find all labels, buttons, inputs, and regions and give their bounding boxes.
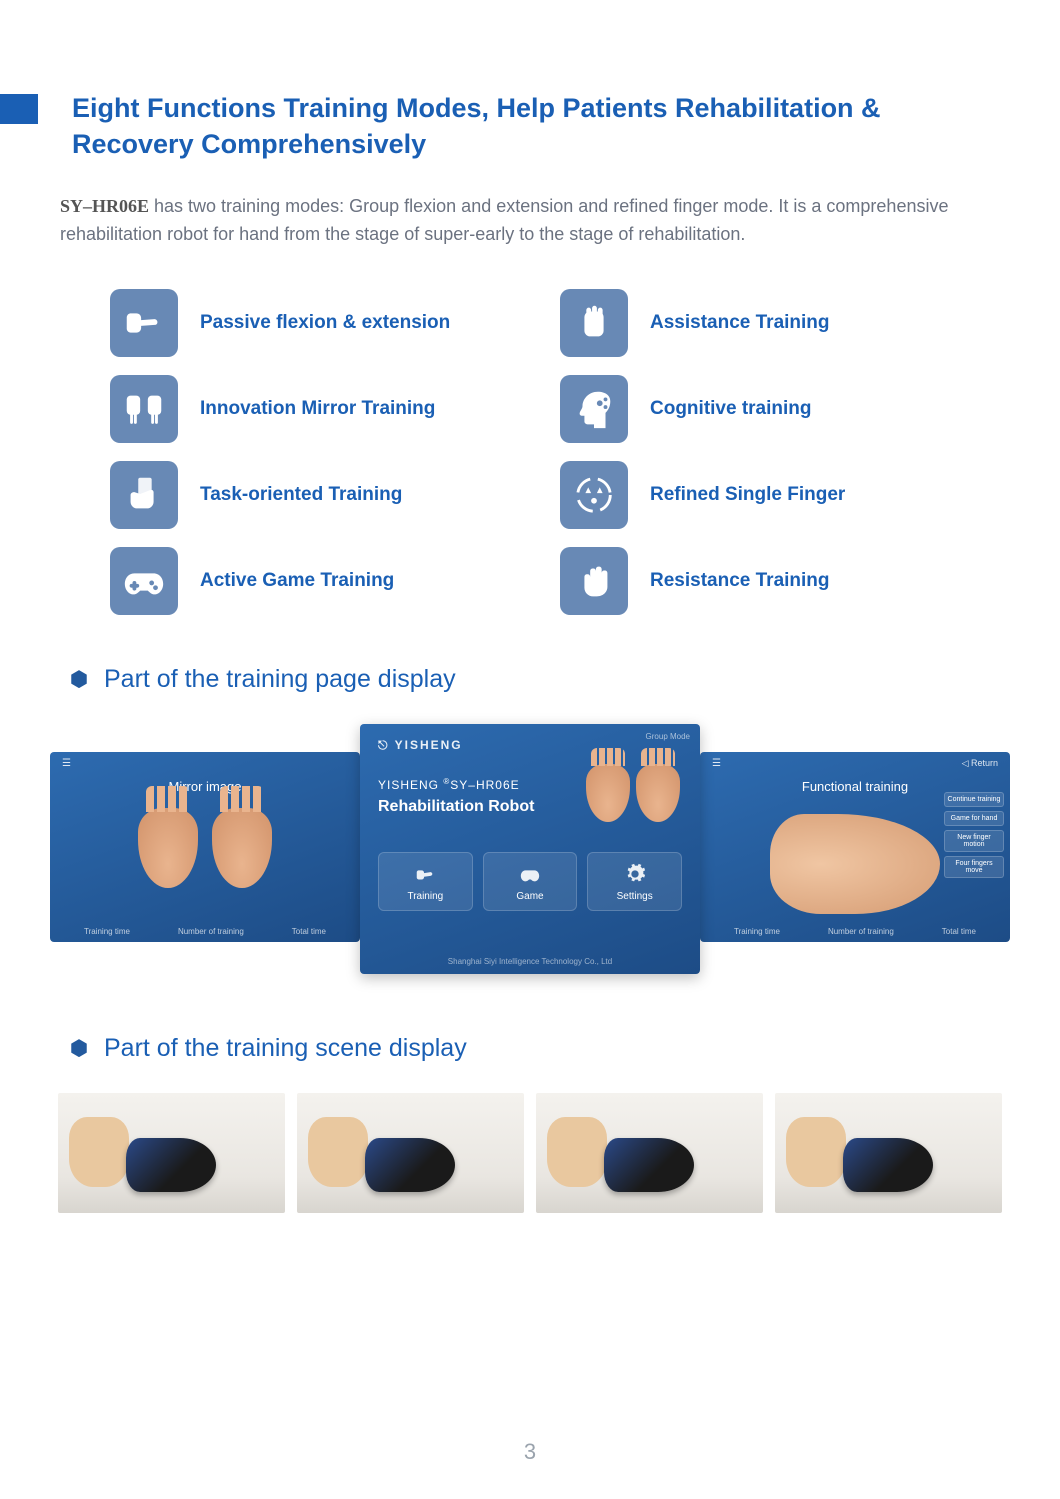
hand-flat-illustration [770, 814, 940, 914]
mini-button[interactable]: Game for hand [944, 811, 1004, 826]
page-title: Eight Functions Training Modes, Help Pat… [60, 90, 1000, 163]
mode-task: Task-oriented Training [110, 461, 500, 529]
page-number: 3 [0, 1439, 1060, 1465]
section-header-scene-display: Part of the training scene display [70, 1034, 1000, 1063]
hand-left-icon [138, 808, 198, 888]
mode-label: Refined Single Finger [650, 484, 845, 506]
hex-bullet-icon [70, 1039, 88, 1057]
hand-right-icon [212, 808, 272, 888]
hand-right-icon [636, 764, 680, 822]
mode-label: Active Game Training [200, 570, 394, 592]
mode-passive-flexion: Passive flexion & extension [110, 289, 500, 357]
hands-illustration [50, 804, 360, 892]
mode-cognitive: Cognitive training [560, 375, 950, 443]
mini-button[interactable]: Continue training [944, 792, 1004, 807]
company-footer: Shanghai Siyi Intelligence Technology Co… [360, 957, 700, 966]
hands-illustration [586, 764, 680, 822]
screen-footer: Training time Number of training Total t… [50, 927, 360, 936]
mode-badge: Group Mode [646, 732, 690, 741]
scene-photo-1 [58, 1093, 285, 1213]
side-panel: Continue training Game for hand New fing… [944, 792, 1004, 882]
scene-photo-3 [536, 1093, 763, 1213]
mini-button[interactable]: New finger motion [944, 830, 1004, 852]
main-menu-buttons: Training Game Settings [360, 816, 700, 911]
button-label: Game [516, 891, 543, 902]
mode-label: Cognitive training [650, 398, 812, 420]
scene-photo-4 [775, 1093, 1002, 1213]
section-header-page-display: Part of the training page display [70, 665, 1000, 694]
hands-cycle-icon [560, 461, 628, 529]
screen-footer: Training time Number of training Total t… [700, 927, 1010, 936]
screen-mirror-image: ☰ Mirror image Training time Number of t… [50, 752, 360, 942]
mode-assistance: Assistance Training [560, 289, 950, 357]
screen-functional-training: ☰◁ Return Functional training Continue t… [700, 752, 1010, 942]
title-block: Eight Functions Training Modes, Help Pat… [60, 90, 1000, 163]
screen-title: Mirror image [50, 775, 360, 804]
hex-bullet-icon [70, 670, 88, 688]
modes-grid: Passive flexion & extension Assistance T… [60, 289, 1000, 615]
screen-header: ☰◁ Return [700, 752, 1010, 775]
gloves-icon [110, 375, 178, 443]
mode-label: Innovation Mirror Training [200, 398, 435, 420]
settings-button[interactable]: Settings [587, 852, 682, 911]
intro-rest: has two training modes: Group flexion an… [60, 196, 948, 244]
game-button[interactable]: Game [483, 852, 578, 911]
fist-icon [560, 289, 628, 357]
scene-photo-2 [297, 1093, 524, 1213]
section-title: Part of the training page display [104, 665, 456, 694]
mode-resistance: Resistance Training [560, 547, 950, 615]
hand-open-icon [560, 547, 628, 615]
section-title: Part of the training scene display [104, 1034, 467, 1063]
hand-left-icon [586, 764, 630, 822]
mode-label: Passive flexion & extension [200, 312, 450, 334]
model-name: SY–HR06E [60, 196, 149, 216]
screen-home: ⎋ YISHENG Group Mode YISHENG ®SY–HR06E R… [360, 724, 700, 974]
scenes-row [58, 1093, 1002, 1213]
mode-label: Task-oriented Training [200, 484, 402, 506]
screen-header: ☰ [50, 752, 360, 775]
intro-paragraph: SY–HR06E has two training modes: Group f… [60, 193, 1000, 249]
mode-mirror: Innovation Mirror Training [110, 375, 500, 443]
hand-card-icon [110, 461, 178, 529]
mode-game: Active Game Training [110, 547, 500, 615]
mini-button[interactable]: Four fingers move [944, 856, 1004, 878]
hand-point-icon [110, 289, 178, 357]
button-label: Training [407, 891, 443, 902]
screens-row: ☰ Mirror image Training time Number of t… [50, 724, 1010, 974]
button-label: Settings [617, 891, 653, 902]
training-button[interactable]: Training [378, 852, 473, 911]
head-gear-icon [560, 375, 628, 443]
mode-label: Resistance Training [650, 570, 830, 592]
title-accent-bar [0, 94, 38, 124]
mode-refined-finger: Refined Single Finger [560, 461, 950, 529]
mode-label: Assistance Training [650, 312, 830, 334]
gamepad-icon [110, 547, 178, 615]
